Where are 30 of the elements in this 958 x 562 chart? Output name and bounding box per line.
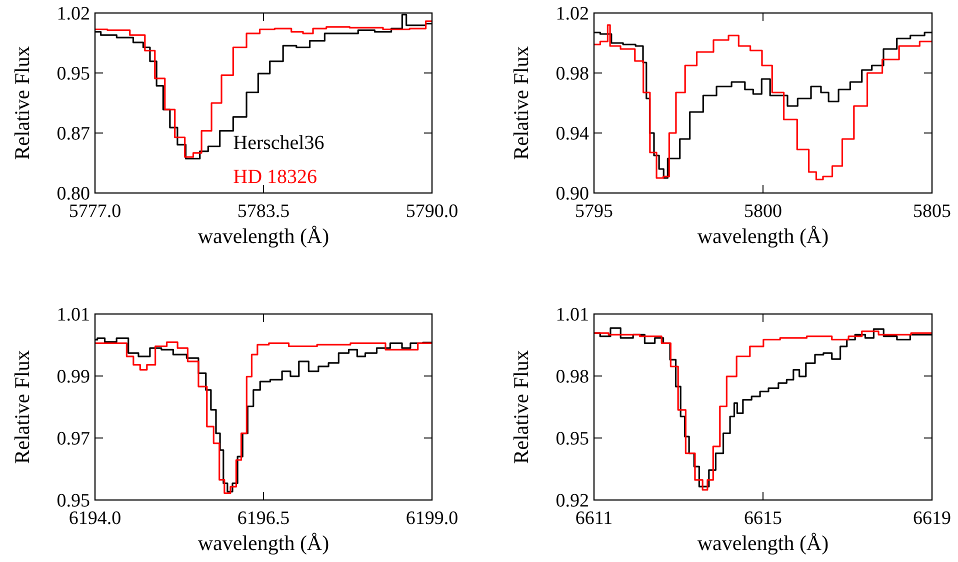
series-label: Herschel36	[233, 132, 324, 154]
y-tick-label: 0.95	[56, 64, 90, 85]
x-tick-label: 5805	[913, 201, 951, 222]
y-axis-title: Relative Flux	[509, 350, 533, 464]
y-axis-title: Relative Flux	[10, 350, 34, 464]
x-axis-title: wavelength (Å)	[198, 224, 330, 248]
y-tick-label: 1.02	[56, 4, 90, 25]
x-axis-title: wavelength (Å)	[697, 224, 829, 248]
y-tick-label: 0.98	[556, 366, 589, 388]
x-tick-label: 5790.0	[406, 201, 458, 222]
y-axis-title: Relative Flux	[509, 46, 533, 160]
x-axis-title: wavelength (Å)	[697, 531, 829, 555]
y-tick-label: 1.01	[56, 304, 90, 326]
series-label: HD 18326	[233, 166, 318, 188]
y-axis-title: Relative Flux	[10, 46, 34, 160]
y-tick-label: 0.95	[556, 428, 589, 450]
x-tick-label: 6196.5	[237, 508, 290, 529]
y-tick-label: 1.02	[556, 4, 589, 25]
x-axis-title: wavelength (Å)	[198, 531, 330, 555]
x-tick-label: 5800	[744, 201, 782, 222]
y-tick-label: 0.97	[56, 428, 90, 450]
x-tick-label: 6619	[913, 508, 951, 529]
x-tick-label: 6615	[744, 508, 782, 529]
y-tick-label: 1.01	[556, 304, 589, 326]
y-tick-label: 0.94	[556, 124, 590, 145]
x-tick-label: 5783.5	[237, 201, 290, 222]
y-tick-label: 0.99	[56, 366, 90, 388]
y-tick-label: 0.87	[56, 124, 90, 145]
y-tick-label: 0.98	[556, 64, 589, 85]
x-tick-label: 6199.0	[406, 508, 458, 529]
